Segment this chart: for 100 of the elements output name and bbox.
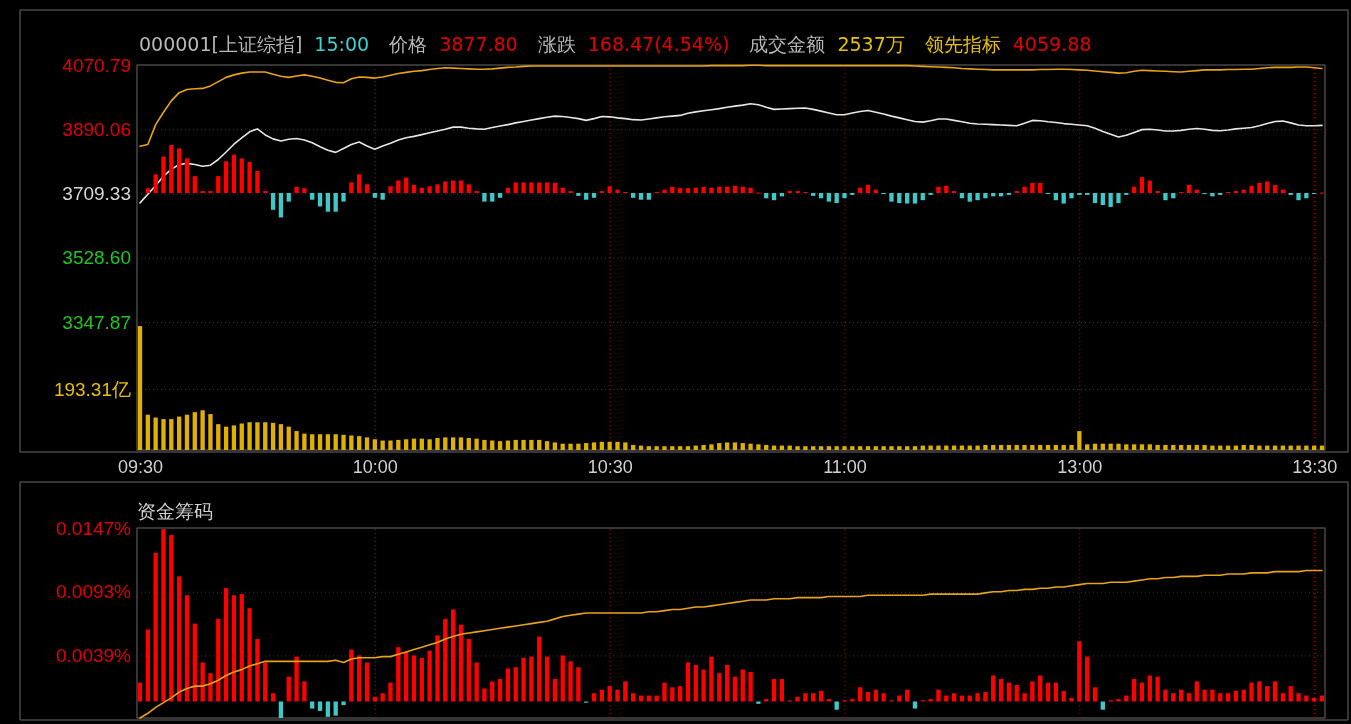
bar bbox=[435, 438, 440, 450]
bar bbox=[928, 699, 933, 702]
x-tick-label: 10:00 bbox=[352, 456, 398, 477]
bar bbox=[263, 662, 268, 702]
bar bbox=[685, 662, 691, 702]
bar bbox=[607, 186, 612, 193]
bar bbox=[756, 444, 761, 450]
bar bbox=[349, 435, 354, 450]
bar bbox=[1186, 184, 1192, 193]
bar bbox=[286, 193, 291, 202]
bar bbox=[544, 441, 550, 450]
bar bbox=[599, 441, 604, 450]
bar bbox=[169, 535, 174, 702]
bar bbox=[1022, 693, 1027, 702]
bar bbox=[1014, 444, 1019, 450]
bar bbox=[1249, 682, 1254, 702]
bar bbox=[239, 594, 244, 702]
bar bbox=[858, 446, 863, 450]
text: 2537万 bbox=[837, 33, 905, 55]
bar bbox=[983, 193, 988, 199]
bar bbox=[450, 609, 456, 702]
bar bbox=[1053, 444, 1059, 450]
bar bbox=[427, 186, 432, 193]
bar bbox=[184, 595, 190, 702]
bar bbox=[544, 656, 550, 702]
text: 4059.88 bbox=[1012, 33, 1092, 55]
bar bbox=[192, 176, 197, 193]
bar bbox=[709, 444, 714, 450]
bar bbox=[419, 657, 424, 702]
bar bbox=[544, 182, 550, 193]
bar bbox=[991, 444, 996, 450]
bar bbox=[1257, 182, 1262, 193]
bar bbox=[904, 446, 910, 450]
line-series bbox=[139, 102, 1323, 204]
bar bbox=[717, 443, 722, 450]
bar bbox=[255, 422, 260, 450]
bar bbox=[1069, 444, 1074, 450]
bar bbox=[247, 161, 252, 193]
bar bbox=[341, 193, 346, 202]
bar bbox=[278, 701, 284, 718]
bar bbox=[317, 434, 323, 450]
bar bbox=[153, 417, 158, 450]
text: 涨跌 bbox=[537, 33, 576, 55]
bar bbox=[623, 442, 628, 450]
bar bbox=[349, 182, 354, 193]
bar bbox=[380, 193, 385, 200]
bar bbox=[1100, 701, 1105, 710]
bar bbox=[834, 446, 839, 450]
bar bbox=[278, 193, 284, 218]
bar bbox=[325, 701, 331, 717]
bar bbox=[1124, 444, 1129, 450]
x-tick-label: 13:00 bbox=[1057, 456, 1103, 477]
bar bbox=[881, 446, 886, 450]
bar bbox=[231, 154, 237, 193]
bar bbox=[286, 676, 291, 702]
bar bbox=[771, 679, 777, 702]
text: 3877.80 bbox=[439, 33, 518, 55]
y-tick-label: 3528.60 bbox=[62, 247, 131, 269]
bar bbox=[803, 693, 808, 702]
bar bbox=[803, 446, 808, 450]
bar bbox=[975, 693, 980, 702]
bar bbox=[709, 656, 714, 702]
bar bbox=[529, 656, 534, 702]
bar bbox=[364, 184, 370, 193]
bar bbox=[1202, 444, 1207, 450]
bar bbox=[615, 441, 620, 450]
bar bbox=[1272, 184, 1278, 193]
bar bbox=[1077, 431, 1082, 450]
bar bbox=[153, 174, 158, 193]
bar bbox=[709, 187, 714, 193]
text: 168.47(4.54%) bbox=[587, 33, 730, 55]
bar bbox=[631, 444, 636, 450]
bar bbox=[497, 193, 503, 198]
bar bbox=[537, 439, 542, 450]
bar bbox=[403, 651, 409, 702]
bar bbox=[858, 687, 863, 702]
bar bbox=[513, 667, 518, 702]
bar bbox=[302, 433, 307, 450]
bar bbox=[490, 681, 495, 702]
bar bbox=[920, 193, 925, 201]
bar bbox=[278, 424, 284, 450]
bar bbox=[756, 701, 761, 704]
bar bbox=[372, 193, 377, 198]
bar bbox=[364, 437, 370, 450]
line-series bbox=[139, 569, 1323, 719]
bar bbox=[936, 445, 941, 450]
bar bbox=[1265, 686, 1270, 702]
bar bbox=[270, 422, 276, 450]
bar bbox=[427, 439, 432, 450]
bar bbox=[403, 439, 409, 450]
bar bbox=[357, 436, 362, 450]
bar bbox=[184, 414, 190, 450]
bar bbox=[811, 446, 816, 450]
bar bbox=[944, 185, 949, 193]
bar bbox=[529, 439, 534, 450]
bar bbox=[482, 439, 487, 450]
bar bbox=[834, 701, 839, 710]
bar bbox=[286, 426, 291, 450]
bar bbox=[795, 446, 800, 450]
bar bbox=[1139, 177, 1145, 193]
